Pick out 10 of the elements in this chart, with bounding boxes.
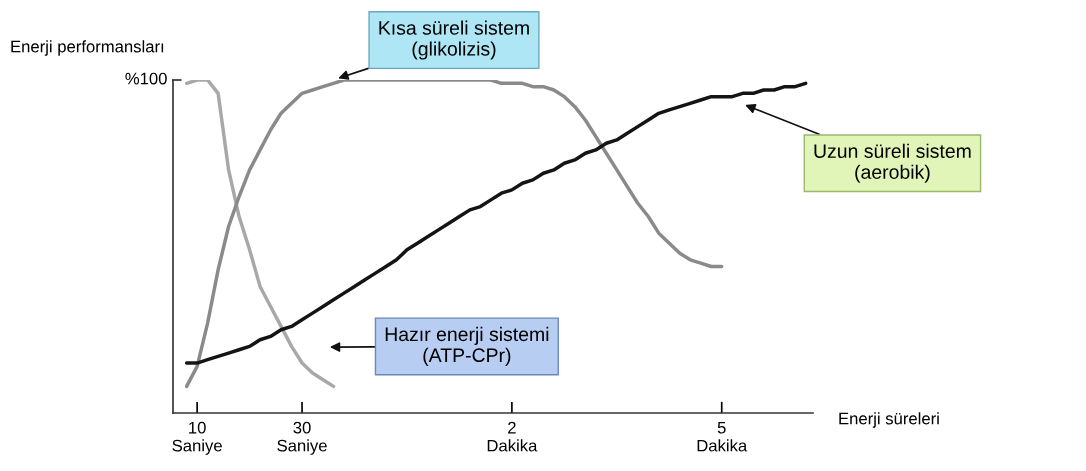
x-tick-label: 2 Dakika — [487, 421, 538, 452]
text: %100 — [125, 72, 167, 85]
x-axis-title: Enerji süreleri — [839, 412, 939, 428]
x-tick-label: 5 Dakika — [697, 421, 748, 452]
x-tick-label: 10 Saniye — [172, 421, 222, 455]
text: Uzun süreli sistem (aerobik) — [814, 143, 971, 183]
annotation: Hazır enerji sistemi (ATP-CPr) — [385, 326, 549, 366]
x-tick-label: 30 Saniye — [277, 421, 327, 455]
text: Kısa süreli sistem (glikolizis) — [379, 20, 529, 60]
y-axis-title: Enerji performansları — [11, 40, 164, 56]
